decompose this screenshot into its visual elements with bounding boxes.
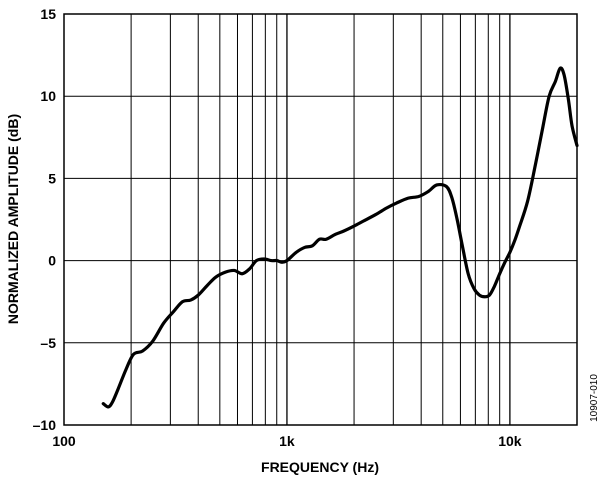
x-tick-label: 1k <box>279 433 295 449</box>
series-layer <box>101 66 579 409</box>
x-tick-labels: 100 1k 10k <box>52 433 521 449</box>
y-tick-label: 10 <box>40 88 56 104</box>
y-tick-label: –10 <box>33 417 57 433</box>
y-tick-labels: 15 10 5 0 –5 –10 <box>33 6 57 433</box>
amplitude-response-line <box>101 66 579 409</box>
x-axis-title: FREQUENCY (Hz) <box>261 459 379 475</box>
x-tick-label: 10k <box>498 433 522 449</box>
y-tick-label: 5 <box>48 170 56 186</box>
plot-frame <box>63 13 578 426</box>
x-tick-label: 100 <box>52 433 76 449</box>
grid <box>64 14 577 425</box>
y-tick-label: 15 <box>40 6 56 22</box>
y-axis-title: NORMALIZED AMPLITUDE (dB) <box>5 114 21 324</box>
figure-id-label: 10907-010 <box>589 374 600 422</box>
y-tick-label: –5 <box>40 335 56 351</box>
y-tick-label: 0 <box>48 253 56 269</box>
